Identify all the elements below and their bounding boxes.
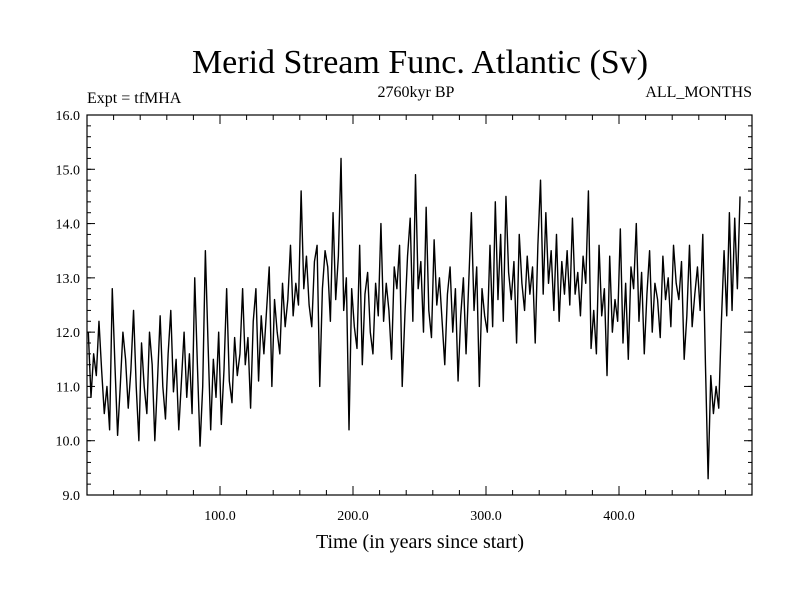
x-tick-label: 100.0 [204, 509, 236, 524]
period-label: 2760kyr BP [378, 84, 455, 101]
y-tick-label: 16.0 [56, 109, 81, 124]
x-tick-label: 300.0 [470, 509, 502, 524]
y-tick-label: 9.0 [63, 489, 81, 504]
x-tick-label: 200.0 [337, 509, 369, 524]
season-label: ALL_MONTHS [645, 84, 752, 101]
plot-frame [86, 114, 753, 496]
series-line-amoc [87, 157, 741, 480]
y-tick-label: 11.0 [56, 380, 80, 395]
y-tick-label: 12.0 [56, 326, 81, 341]
y-tick-label: 13.0 [56, 272, 81, 287]
y-tick-label: 10.0 [56, 435, 81, 450]
x-axis-label: Time (in years since start) [316, 531, 524, 553]
y-tick-label: 15.0 [56, 163, 81, 178]
plot-area: 9.0 10.0 11.0 12.0 13.0 14.0 15.0 16.0 100.0 200.… [56, 109, 752, 524]
chart-title: Merid Stream Func. Atlantic (Sv) [192, 44, 648, 81]
y-tick-label: 14.0 [56, 218, 81, 233]
x-tick-label: 400.0 [603, 509, 635, 524]
experiment-label: Expt = tfMHA [87, 90, 182, 107]
